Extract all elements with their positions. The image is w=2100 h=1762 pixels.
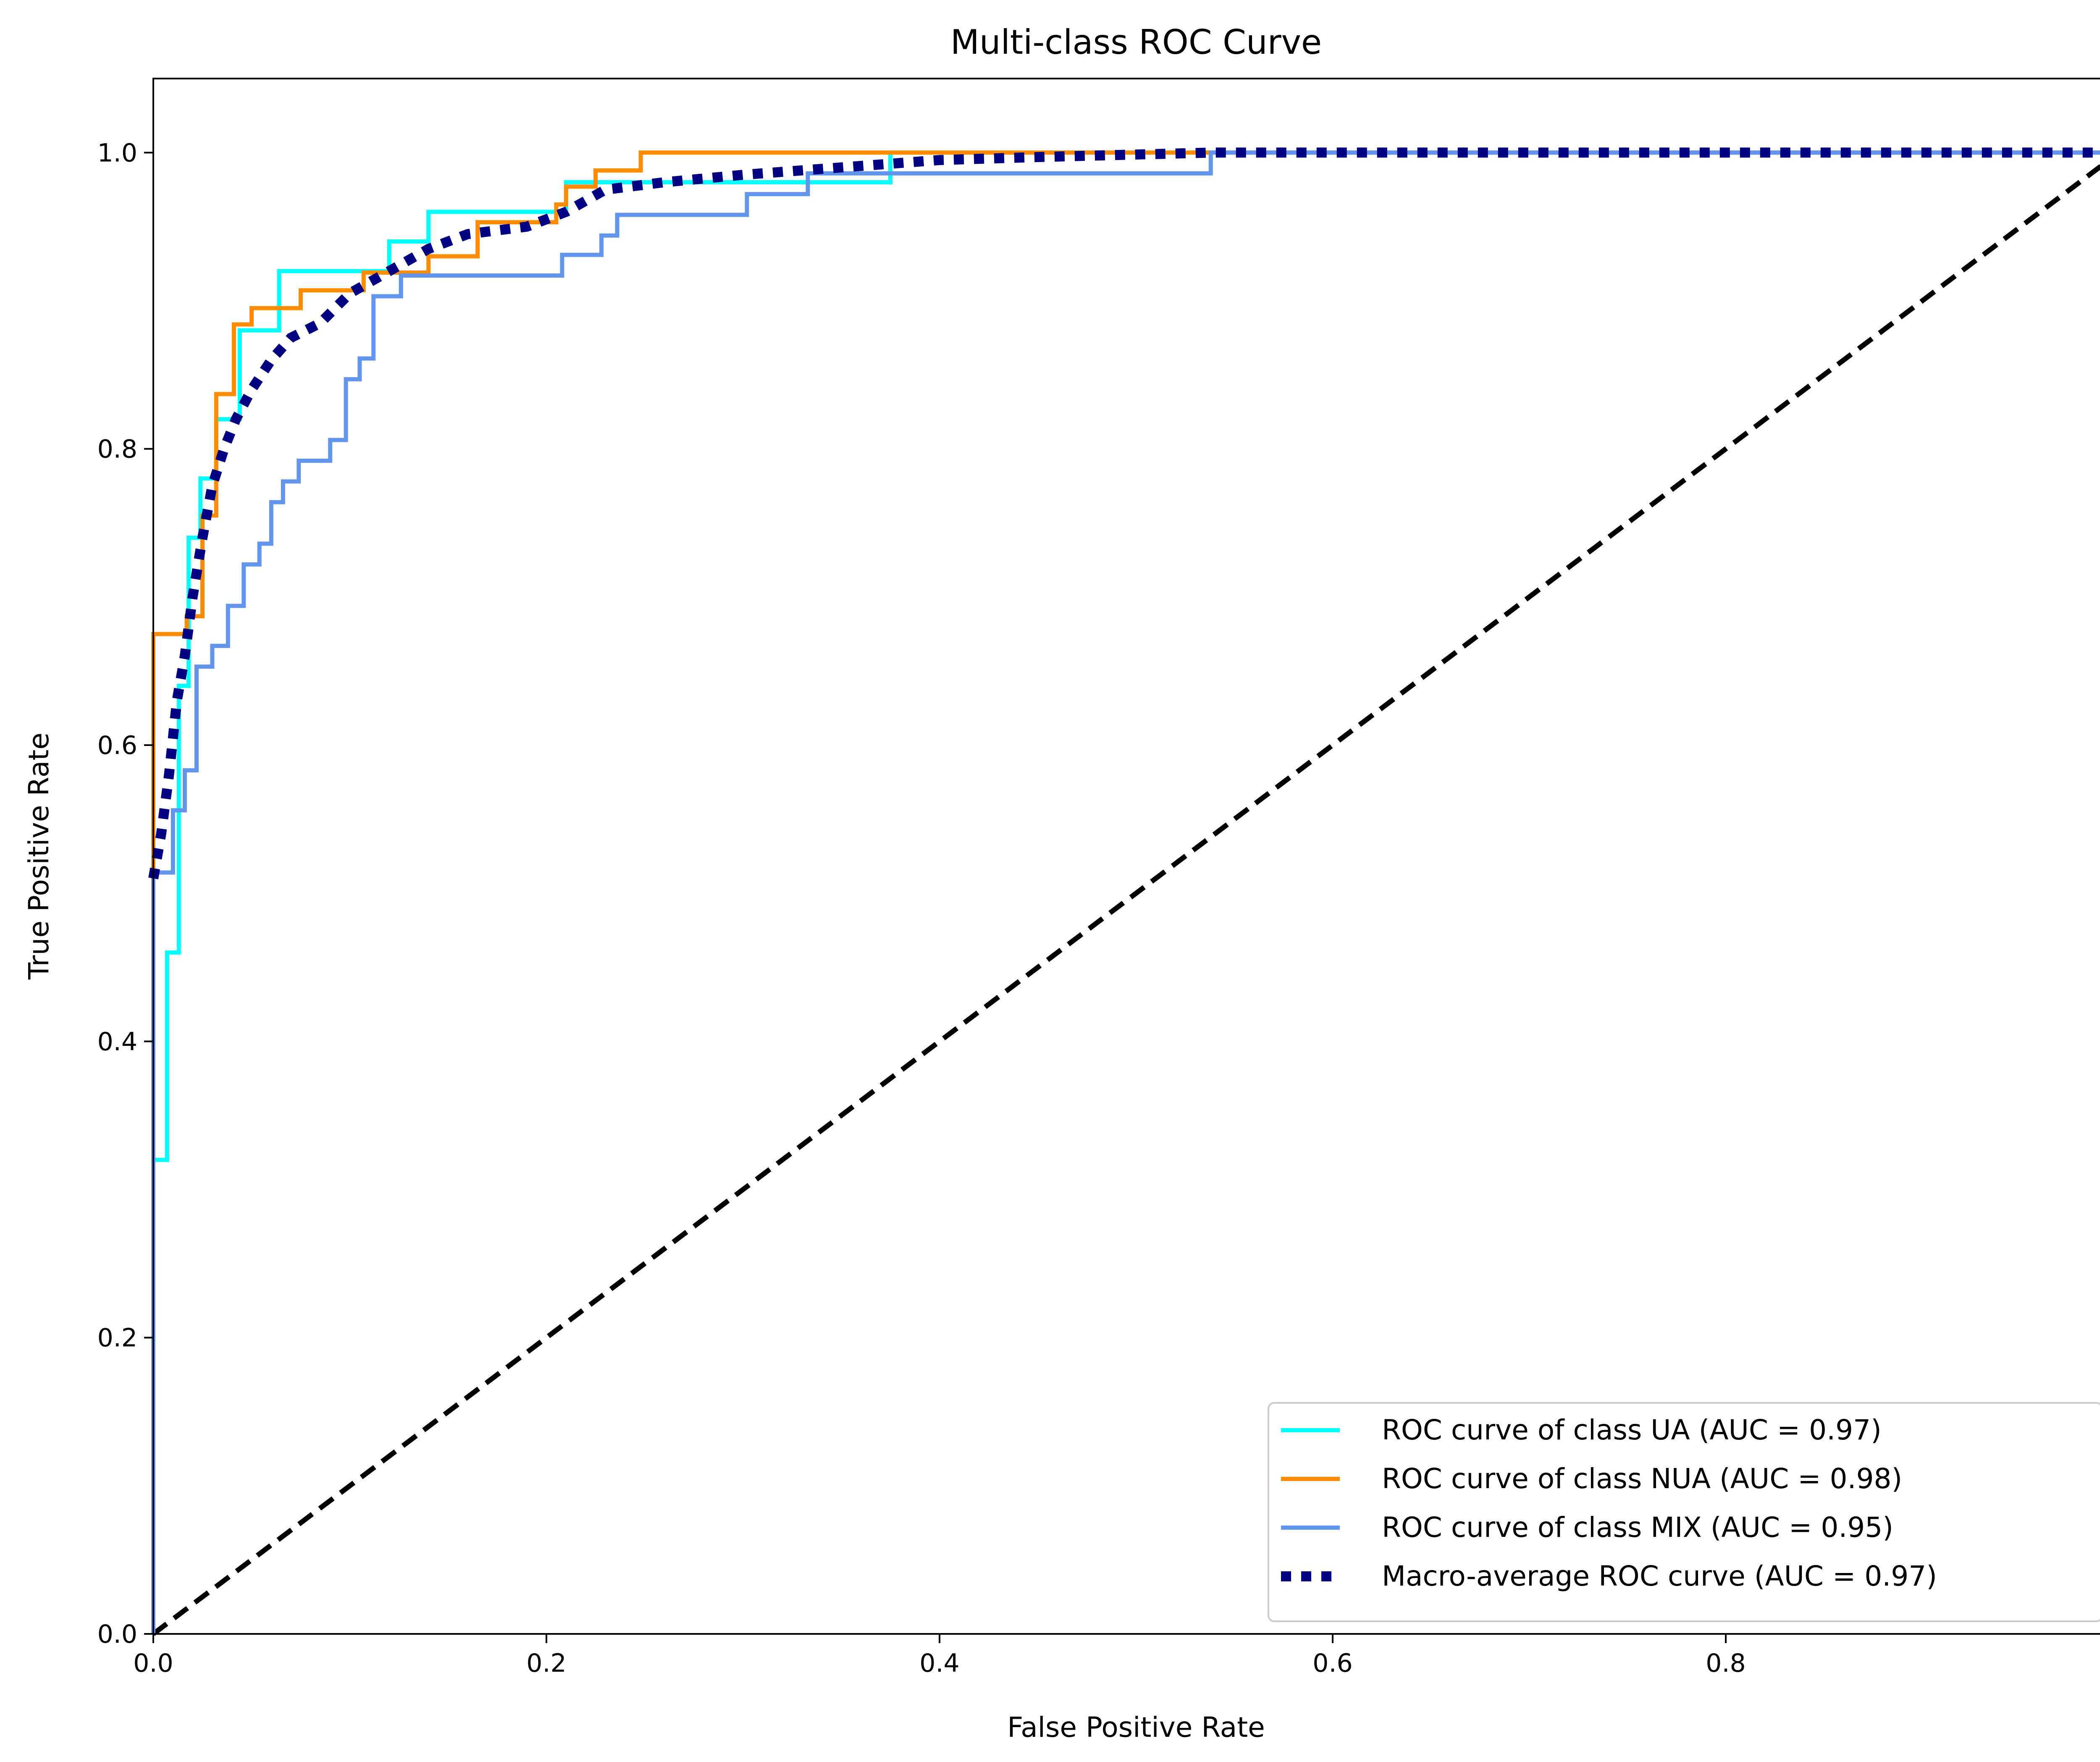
- y-tick-label: 0.8: [97, 435, 137, 464]
- x-tick-label: 1.0: [2099, 1649, 2100, 1678]
- x-axis-label: False Positive Rate: [1007, 1711, 1265, 1744]
- x-axis-ticks: 0.0 0.2 0.4 0.6 0.8 1.0: [133, 1634, 2100, 1678]
- x-tick-label: 0.6: [1312, 1649, 1352, 1678]
- chance-diagonal-line: [152, 163, 2100, 1636]
- y-tick-label: 0.2: [97, 1323, 137, 1353]
- y-tick-label: 0.6: [97, 731, 137, 760]
- legend-label: ROC curve of class MIX (AUC = 0.95): [1382, 1511, 1893, 1544]
- x-tick-label: 0.0: [133, 1649, 173, 1678]
- series-line-3: [148, 147, 2100, 880]
- y-tick-label: 0.4: [97, 1027, 137, 1056]
- y-axis-ticks: 0.0 0.2 0.4 0.6 0.8 1.0: [97, 138, 153, 1649]
- y-tick-label: 1.0: [97, 138, 137, 168]
- legend-label: ROC curve of class NUA (AUC = 0.98): [1382, 1463, 1902, 1495]
- plot-area: [148, 147, 2100, 1636]
- series-line-2: [151, 150, 2100, 1634]
- legend-label: ROC curve of class UA (AUC = 0.97): [1382, 1414, 1882, 1446]
- x-tick-label: 0.8: [1706, 1649, 1746, 1678]
- plot-frame: [152, 78, 2100, 1635]
- legend: ROC curve of class UA (AUC = 0.97) ROC cu…: [1268, 1402, 2100, 1622]
- legend-label: Macro-average ROC curve (AUC = 0.97): [1382, 1560, 1937, 1592]
- y-tick-label: 0.0: [97, 1620, 137, 1649]
- y-axis-label: True Positive Rate: [23, 733, 55, 980]
- legend-box: [1268, 1402, 2100, 1622]
- x-tick-label: 0.4: [919, 1649, 959, 1678]
- x-tick-label: 0.2: [526, 1649, 566, 1678]
- chart-title: Multi-class ROC Curve: [950, 23, 1322, 62]
